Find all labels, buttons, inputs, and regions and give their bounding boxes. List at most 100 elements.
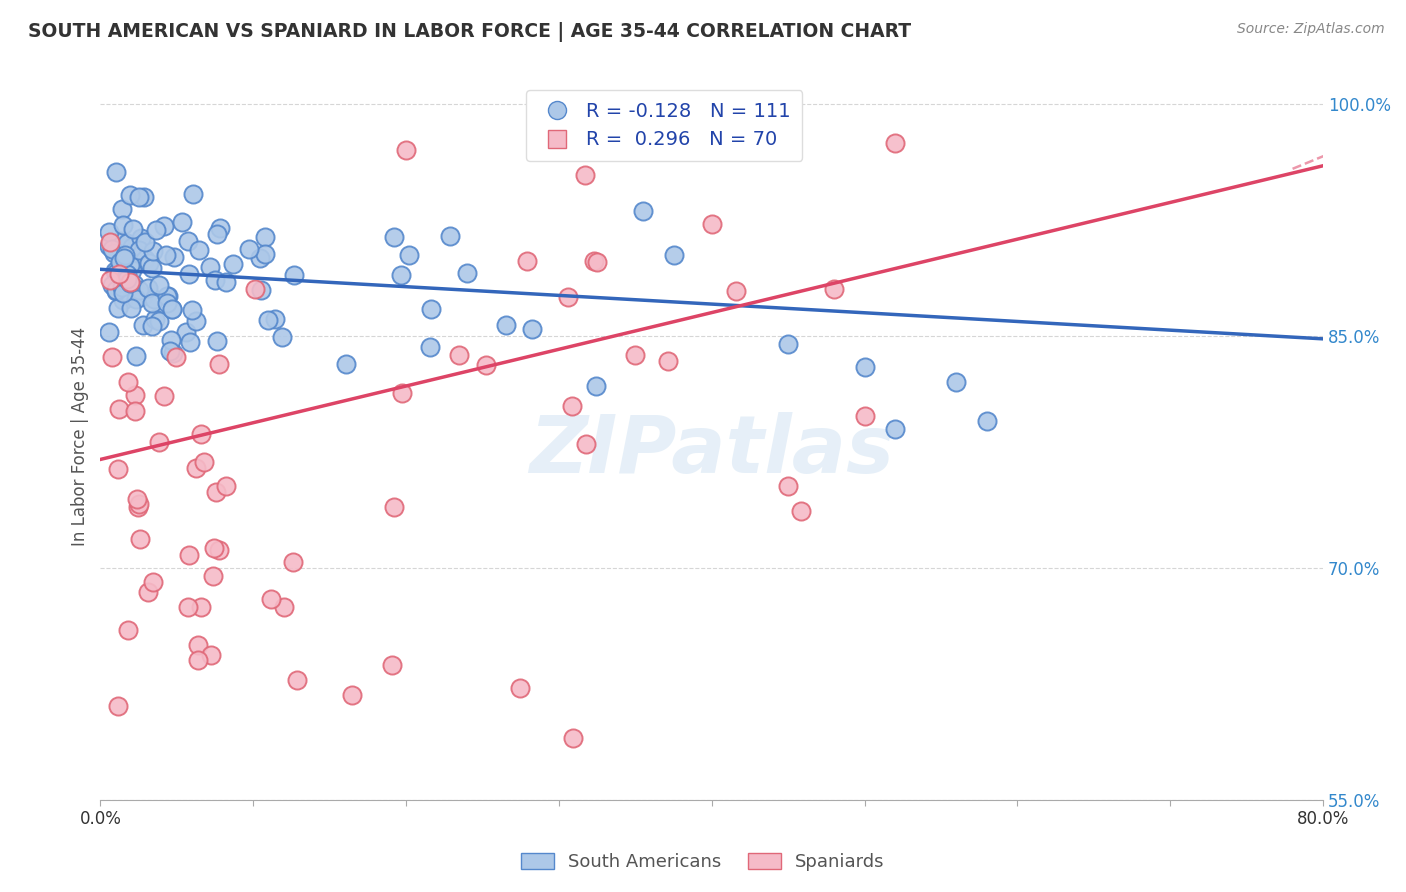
Point xyxy=(128,497,150,511)
Point xyxy=(120,301,142,315)
Point xyxy=(340,688,363,702)
Point xyxy=(148,314,170,328)
Point xyxy=(209,221,232,235)
Text: SOUTH AMERICAN VS SPANIARD IN LABOR FORCE | AGE 35-44 CORRELATION CHART: SOUTH AMERICAN VS SPANIARD IN LABOR FORC… xyxy=(28,22,911,42)
Point xyxy=(253,230,276,244)
Point xyxy=(118,257,141,271)
Legend: South Americans, Spaniards: South Americans, Spaniards xyxy=(515,846,891,879)
Point xyxy=(100,350,122,364)
Point xyxy=(103,246,125,260)
Point xyxy=(105,283,128,297)
Point xyxy=(575,437,598,451)
Point xyxy=(884,421,907,435)
Point xyxy=(104,165,127,179)
Point xyxy=(132,318,155,333)
Point xyxy=(115,267,138,281)
Point xyxy=(725,284,748,298)
Point xyxy=(121,263,143,277)
Point xyxy=(117,623,139,637)
Point xyxy=(208,357,231,371)
Point xyxy=(141,319,163,334)
Point xyxy=(101,277,124,292)
Point xyxy=(121,239,143,253)
Point xyxy=(117,376,139,390)
Point xyxy=(335,357,357,371)
Point xyxy=(155,248,177,262)
Point xyxy=(159,343,181,358)
Point xyxy=(419,340,441,354)
Point xyxy=(104,263,127,277)
Point xyxy=(177,267,200,281)
Point xyxy=(165,351,187,365)
Point xyxy=(136,585,159,599)
Point xyxy=(101,242,124,256)
Point xyxy=(98,225,121,239)
Point xyxy=(257,312,280,326)
Point xyxy=(260,591,283,606)
Point xyxy=(273,600,295,615)
Point xyxy=(215,479,238,493)
Point xyxy=(205,334,228,348)
Text: ZIPatlas: ZIPatlas xyxy=(529,412,894,490)
Point xyxy=(120,258,142,272)
Point xyxy=(125,293,148,307)
Point xyxy=(105,266,128,280)
Point xyxy=(111,293,134,307)
Point xyxy=(177,548,200,562)
Point xyxy=(142,244,165,258)
Point xyxy=(516,254,538,268)
Point xyxy=(184,461,207,475)
Point xyxy=(205,227,228,242)
Point xyxy=(143,312,166,326)
Point xyxy=(98,325,121,339)
Point xyxy=(157,289,180,303)
Point xyxy=(112,252,135,266)
Point xyxy=(884,136,907,150)
Point xyxy=(215,275,238,289)
Legend: R = -0.128   N = 111, R =  0.296   N = 70: R = -0.128 N = 111, R = 0.296 N = 70 xyxy=(526,90,803,161)
Point xyxy=(585,255,607,269)
Point xyxy=(160,333,183,347)
Point xyxy=(112,285,135,300)
Point xyxy=(790,504,813,518)
Y-axis label: In Labor Force | Age 35-44: In Labor Force | Age 35-44 xyxy=(72,326,89,546)
Point xyxy=(778,336,800,351)
Point xyxy=(176,600,198,615)
Point xyxy=(143,292,166,306)
Point xyxy=(120,275,142,289)
Point xyxy=(382,500,405,514)
Point xyxy=(778,479,800,493)
Point xyxy=(104,284,127,298)
Point xyxy=(98,239,121,253)
Point xyxy=(201,568,224,582)
Point xyxy=(945,375,967,389)
Point xyxy=(128,244,150,258)
Point xyxy=(624,348,647,362)
Point xyxy=(391,386,413,401)
Point xyxy=(145,223,167,237)
Point xyxy=(250,283,273,297)
Point xyxy=(118,188,141,202)
Point xyxy=(160,301,183,316)
Point xyxy=(200,648,222,663)
Point xyxy=(127,500,149,514)
Point xyxy=(162,345,184,359)
Point xyxy=(125,349,148,363)
Point xyxy=(238,242,260,256)
Point xyxy=(184,314,207,328)
Point xyxy=(163,251,186,265)
Point xyxy=(128,532,150,546)
Point xyxy=(134,235,156,249)
Point xyxy=(170,215,193,229)
Point xyxy=(122,222,145,236)
Point xyxy=(124,388,146,402)
Point xyxy=(823,282,845,296)
Point xyxy=(138,256,160,270)
Point xyxy=(181,302,204,317)
Point xyxy=(115,236,138,251)
Point xyxy=(439,229,461,244)
Point xyxy=(156,296,179,310)
Point xyxy=(134,252,156,266)
Point xyxy=(174,325,197,339)
Point xyxy=(700,217,723,231)
